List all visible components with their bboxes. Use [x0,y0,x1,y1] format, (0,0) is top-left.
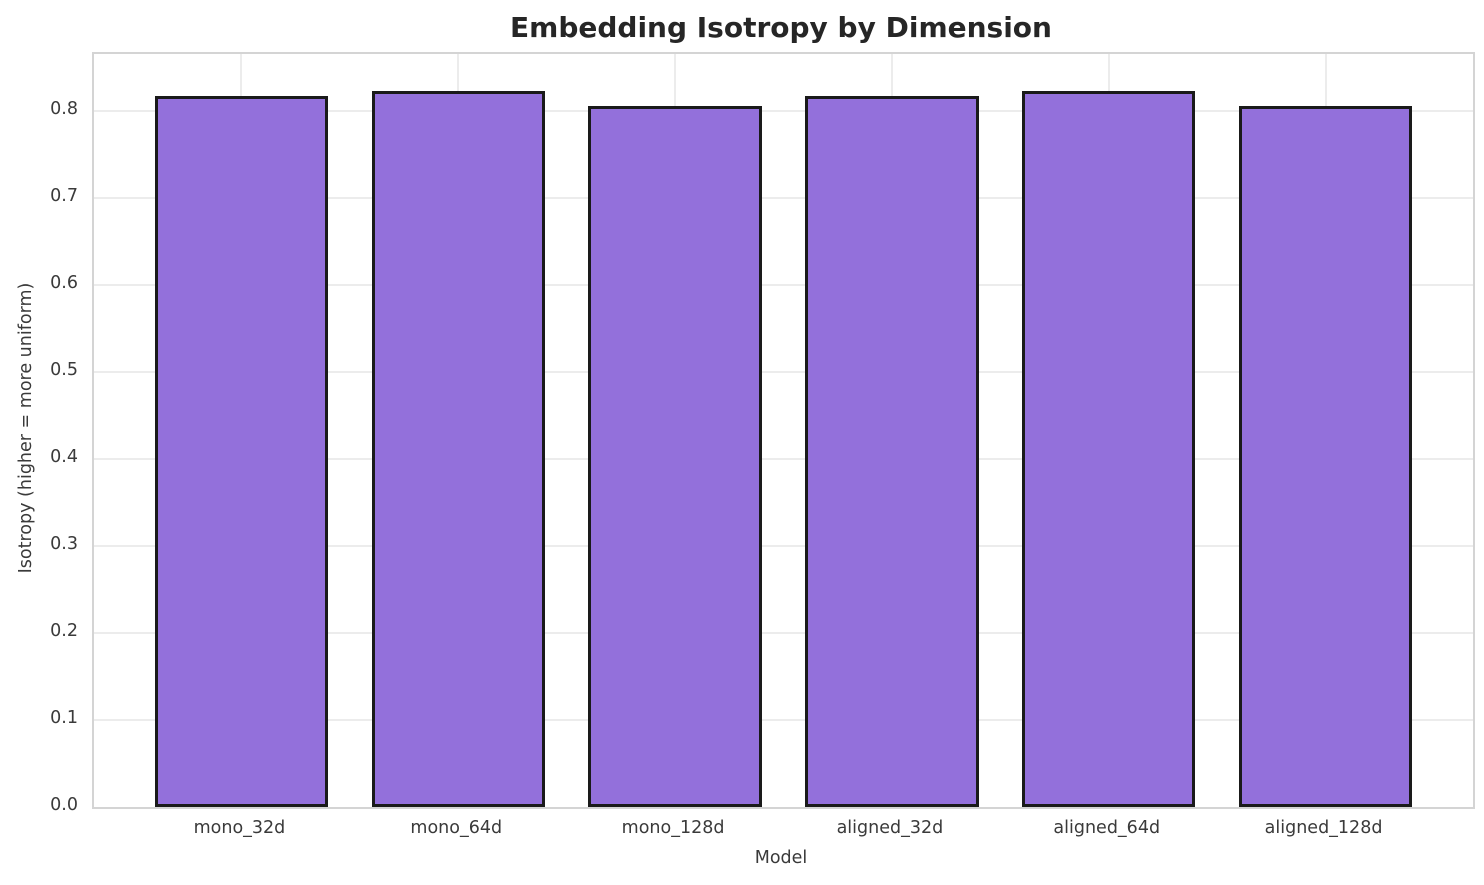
y-tick-label: 0.2 [50,620,78,641]
y-gridline [94,109,1473,112]
x-tick-label-mono_32d: mono_32d [193,818,286,838]
x-axis-label: Model [754,848,808,868]
y-tick-label: 0.1 [50,707,78,728]
chart-title: Embedding Isotropy by Dimension [510,11,1052,44]
x-tick-label-mono_128d: mono_128d [621,818,725,838]
y-gridline [94,718,1473,721]
bar-aligned_128d [1238,106,1413,807]
x-tick-label-aligned_64d: aligned_64d [1053,818,1161,838]
x-tick-label-aligned_128d: aligned_128d [1264,818,1383,838]
bar-mono_32d [154,95,329,807]
y-gridline [94,631,1473,634]
bar-mono_64d [371,91,545,807]
y-axis-label: Isotropy (higher = more uniform) [16,282,36,574]
y-gridline [94,370,1473,373]
x-tick-label-aligned_32d: aligned_32d [836,818,944,838]
bar-mono_128d [588,106,762,807]
y-tick-label: 0.3 [50,533,78,554]
bar-aligned_32d [805,95,979,807]
y-tick-label: 0.7 [50,185,78,206]
y-gridline [94,544,1473,547]
y-gridline [94,283,1473,286]
plot-area [92,52,1475,809]
y-tick-label: 0.8 [50,98,78,119]
y-tick-label: 0.5 [50,359,78,380]
y-tick-label: 0.6 [50,272,78,293]
bar-aligned_64d [1022,91,1196,807]
y-tick-label: 0.0 [50,795,78,815]
y-gridline [94,457,1473,460]
x-tick-label-mono_64d: mono_64d [410,818,503,838]
y-gridline [94,196,1473,199]
y-tick-label: 0.4 [50,446,78,467]
